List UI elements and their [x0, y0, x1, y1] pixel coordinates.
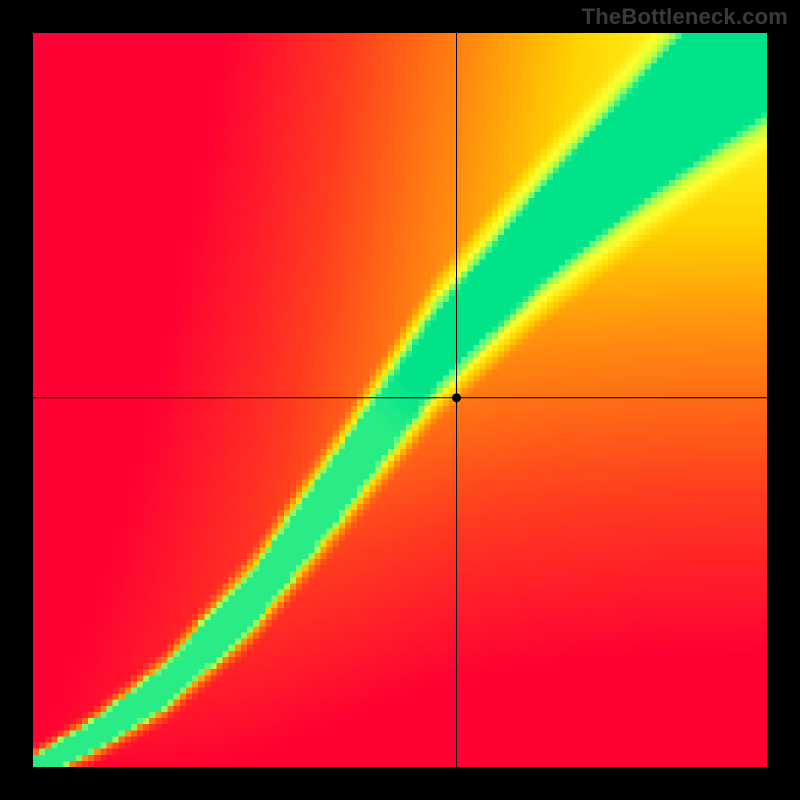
heatmap-canvas — [33, 33, 767, 767]
watermark-text: TheBottleneck.com — [582, 4, 788, 30]
chart-container: TheBottleneck.com — [0, 0, 800, 800]
plot-area — [33, 33, 767, 767]
